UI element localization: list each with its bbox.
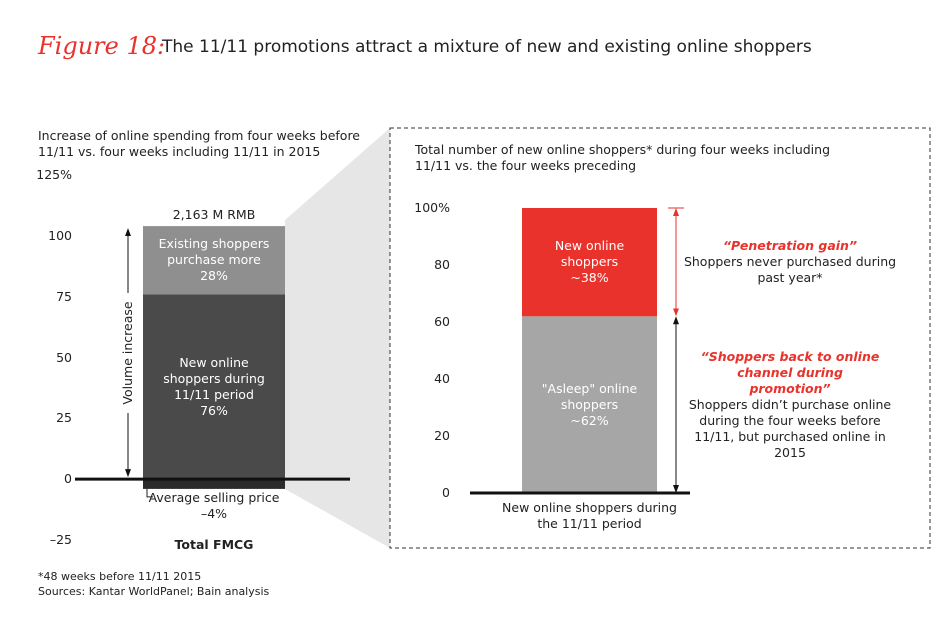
category-label: Total FMCG bbox=[174, 537, 254, 552]
zoom-connector bbox=[285, 128, 390, 548]
value-label: –4% bbox=[200, 505, 228, 521]
value-label: ~62% bbox=[570, 412, 609, 428]
annotation-text: Shoppers never purchased during past yea… bbox=[683, 254, 897, 286]
bar-segment bbox=[522, 208, 657, 317]
total-label: 2,163 M RMB bbox=[172, 207, 256, 223]
segment-label: Existing shoppers purchase more 28% bbox=[153, 236, 275, 284]
value-label: 28% bbox=[200, 268, 228, 284]
label-leader bbox=[146, 488, 153, 498]
annotation-text: Shoppers didn’t purchase online during t… bbox=[688, 396, 892, 460]
series-name: "Asleep" online shoppers bbox=[541, 380, 638, 412]
value-label: ~38% bbox=[570, 270, 609, 286]
series-name: New online shoppers during 11/11 period bbox=[163, 354, 265, 402]
segment-label: New online shoppers ~38% bbox=[532, 238, 647, 286]
y-tick-label: 125% bbox=[36, 167, 72, 182]
annotation-title: “Penetration gain” bbox=[722, 238, 858, 254]
segment-label: Average selling price –4% bbox=[143, 490, 285, 522]
series-name: Average selling price bbox=[148, 489, 280, 505]
category-label: New online shoppers during the 11/11 per… bbox=[502, 500, 677, 531]
value-label: 76% bbox=[200, 402, 228, 418]
annotation-title: “Shoppers back to online channel during … bbox=[700, 348, 880, 396]
detail-frame bbox=[389, 127, 931, 549]
footnote: *48 weeks before 11/11 2015 bbox=[38, 570, 202, 583]
bar-segment bbox=[143, 479, 285, 489]
y-tick-label: 60 bbox=[434, 314, 450, 329]
bar-segment bbox=[143, 226, 285, 295]
annotation: “Penetration gain” Shoppers never purchas… bbox=[680, 238, 900, 286]
volume-label: Volume increase bbox=[120, 292, 136, 413]
bar-segment bbox=[143, 294, 285, 480]
source: Sources: Kantar WorldPanel; Bain analysi… bbox=[38, 585, 270, 598]
bar-segment bbox=[522, 316, 657, 493]
page-title: The 11/11 promotions attract a mixture o… bbox=[162, 37, 812, 57]
y-tick-label: 100 bbox=[48, 227, 72, 243]
series-name: New online shoppers bbox=[554, 238, 625, 270]
series-name: Existing shoppers purchase more bbox=[158, 236, 270, 268]
y-tick-label: 0 bbox=[64, 471, 72, 487]
segment-label: "Asleep" online shoppers ~62% bbox=[532, 381, 647, 429]
chart-subtitle: Increase of online spending from four we… bbox=[38, 128, 360, 159]
y-tick-label: 0 bbox=[442, 485, 450, 500]
y-tick-label: 80 bbox=[434, 257, 450, 272]
y-tick-label: 25 bbox=[56, 410, 72, 426]
y-tick-label: 100% bbox=[414, 200, 450, 215]
chart-subtitle: Total number of new online shoppers* dur… bbox=[415, 142, 831, 173]
y-tick-label: –25 bbox=[49, 532, 72, 547]
y-tick-label: 40 bbox=[434, 371, 450, 386]
figure-label: Figure 18: bbox=[38, 32, 166, 60]
y-tick-label: 75 bbox=[56, 288, 72, 304]
y-tick-label: 50 bbox=[56, 349, 72, 365]
annotation: “Shoppers back to online channel during … bbox=[680, 349, 900, 461]
y-tick-label: 20 bbox=[434, 428, 450, 443]
segment-label: New online shoppers during 11/11 period 7… bbox=[153, 355, 275, 419]
